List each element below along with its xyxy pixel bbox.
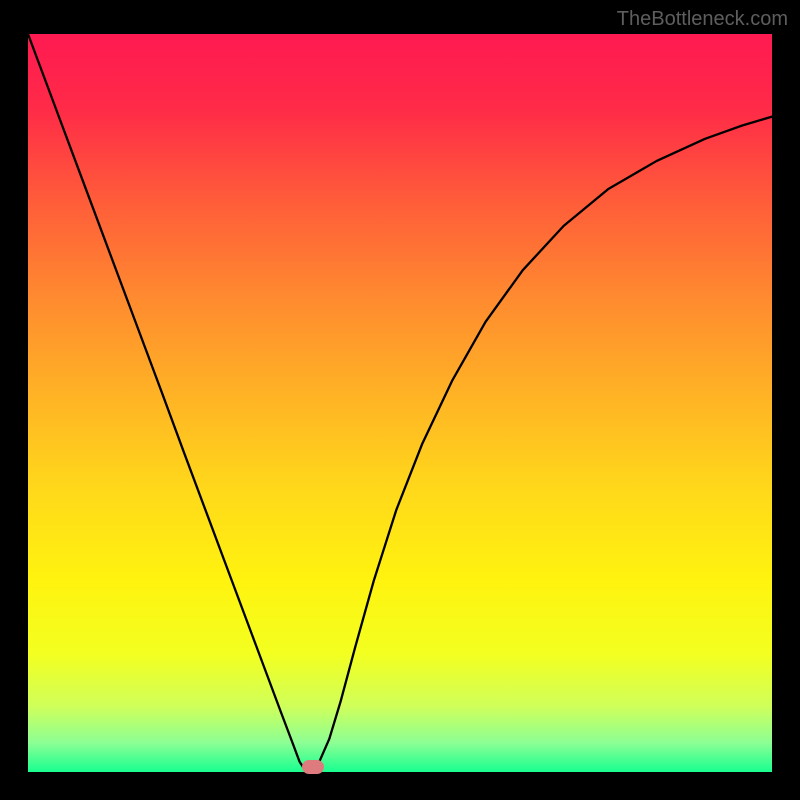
chart-plot-area <box>28 34 772 772</box>
watermark-text: TheBottleneck.com <box>617 8 788 31</box>
bottleneck-curve <box>28 34 772 772</box>
optimum-marker <box>302 760 324 774</box>
